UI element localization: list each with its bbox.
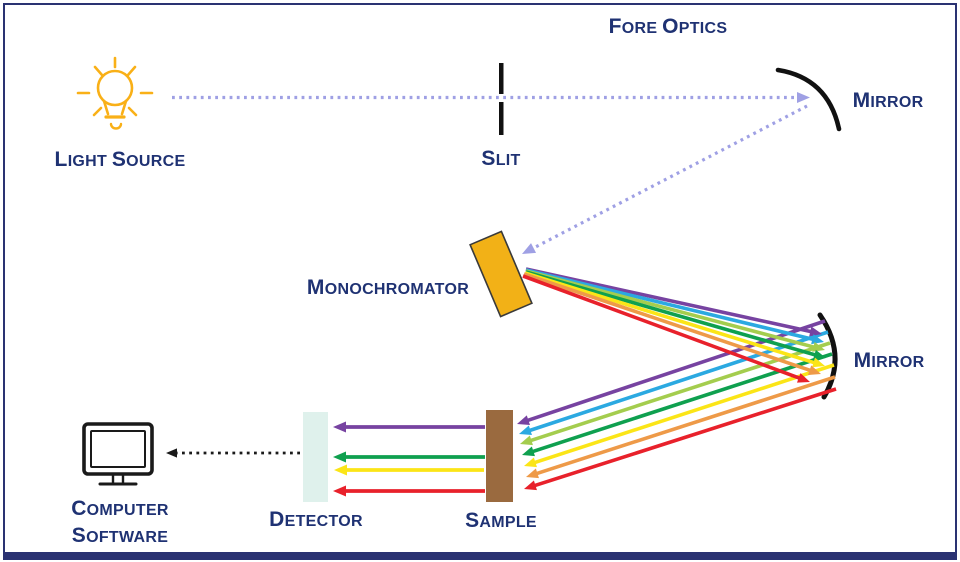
dispersed-ray-arrowhead xyxy=(796,373,810,383)
light-bulb-icon xyxy=(76,56,154,130)
computer-software-label: Computer Software xyxy=(71,497,169,548)
sample-label: Sample xyxy=(465,509,537,532)
computer-monitor-icon xyxy=(82,422,154,486)
dispersed-ray-arrowhead xyxy=(812,342,825,352)
dispersed-ray xyxy=(524,271,816,365)
detector-shape xyxy=(303,412,328,502)
ray-to-sample xyxy=(532,387,837,488)
fore-optics-label: Fore Optics xyxy=(608,15,728,38)
transmitted-ray-arrowhead xyxy=(333,451,346,463)
dispersed-ray xyxy=(525,270,817,357)
dispersed-ray-arrowhead xyxy=(809,326,822,337)
dispersed-ray-arrowhead xyxy=(813,349,826,360)
mirror-bottom-label: Mirror xyxy=(853,349,925,372)
dispersed-ray xyxy=(525,268,815,342)
mirror-to-monochromator-beam xyxy=(531,104,808,251)
ray-to-sample xyxy=(532,363,835,465)
mirror-top-label: Mirror xyxy=(852,89,924,112)
ray-to-sample-arrowhead xyxy=(522,446,535,457)
ray-to-sample-arrowhead xyxy=(526,468,539,479)
ray-to-sample-arrowhead xyxy=(517,415,530,425)
ray-to-sample xyxy=(534,375,836,476)
ray-to-sample xyxy=(527,330,829,433)
mirror-top-shape xyxy=(775,67,842,132)
transmitted-ray-arrowhead xyxy=(334,464,347,476)
transmitted-ray-arrowhead xyxy=(333,485,346,497)
monochromator-shape xyxy=(469,230,533,318)
slit-shape xyxy=(499,63,504,135)
light-source-label: Light Source xyxy=(54,148,186,171)
mirror-to-monochromator-beam-arrowhead xyxy=(522,243,537,254)
dispersed-ray-arrowhead xyxy=(812,357,825,368)
dispersed-ray-arrowhead xyxy=(808,365,821,375)
ray-to-sample-arrowhead xyxy=(524,480,537,491)
dispersed-ray xyxy=(523,272,813,373)
slit-label: Slit xyxy=(481,147,521,170)
monochromator-label: Monochromator xyxy=(306,276,470,299)
dispersed-ray-arrowhead xyxy=(811,334,824,345)
dispersed-ray xyxy=(525,269,816,350)
signal-line-arrowhead xyxy=(166,448,177,458)
ray-to-sample-arrowhead xyxy=(519,425,532,436)
source-to-mirror-beam-arrowhead xyxy=(797,92,810,103)
ray-to-sample-arrowhead xyxy=(524,457,537,468)
dispersed-ray xyxy=(525,267,813,334)
transmitted-ray-arrowhead xyxy=(333,421,346,433)
light-rays xyxy=(166,92,837,497)
dispersed-ray xyxy=(522,274,802,381)
ray-to-sample-arrowhead xyxy=(520,435,533,446)
detector-label: Detector xyxy=(269,508,363,531)
sample-shape xyxy=(486,410,513,502)
mirror-bottom-shape xyxy=(817,312,838,400)
